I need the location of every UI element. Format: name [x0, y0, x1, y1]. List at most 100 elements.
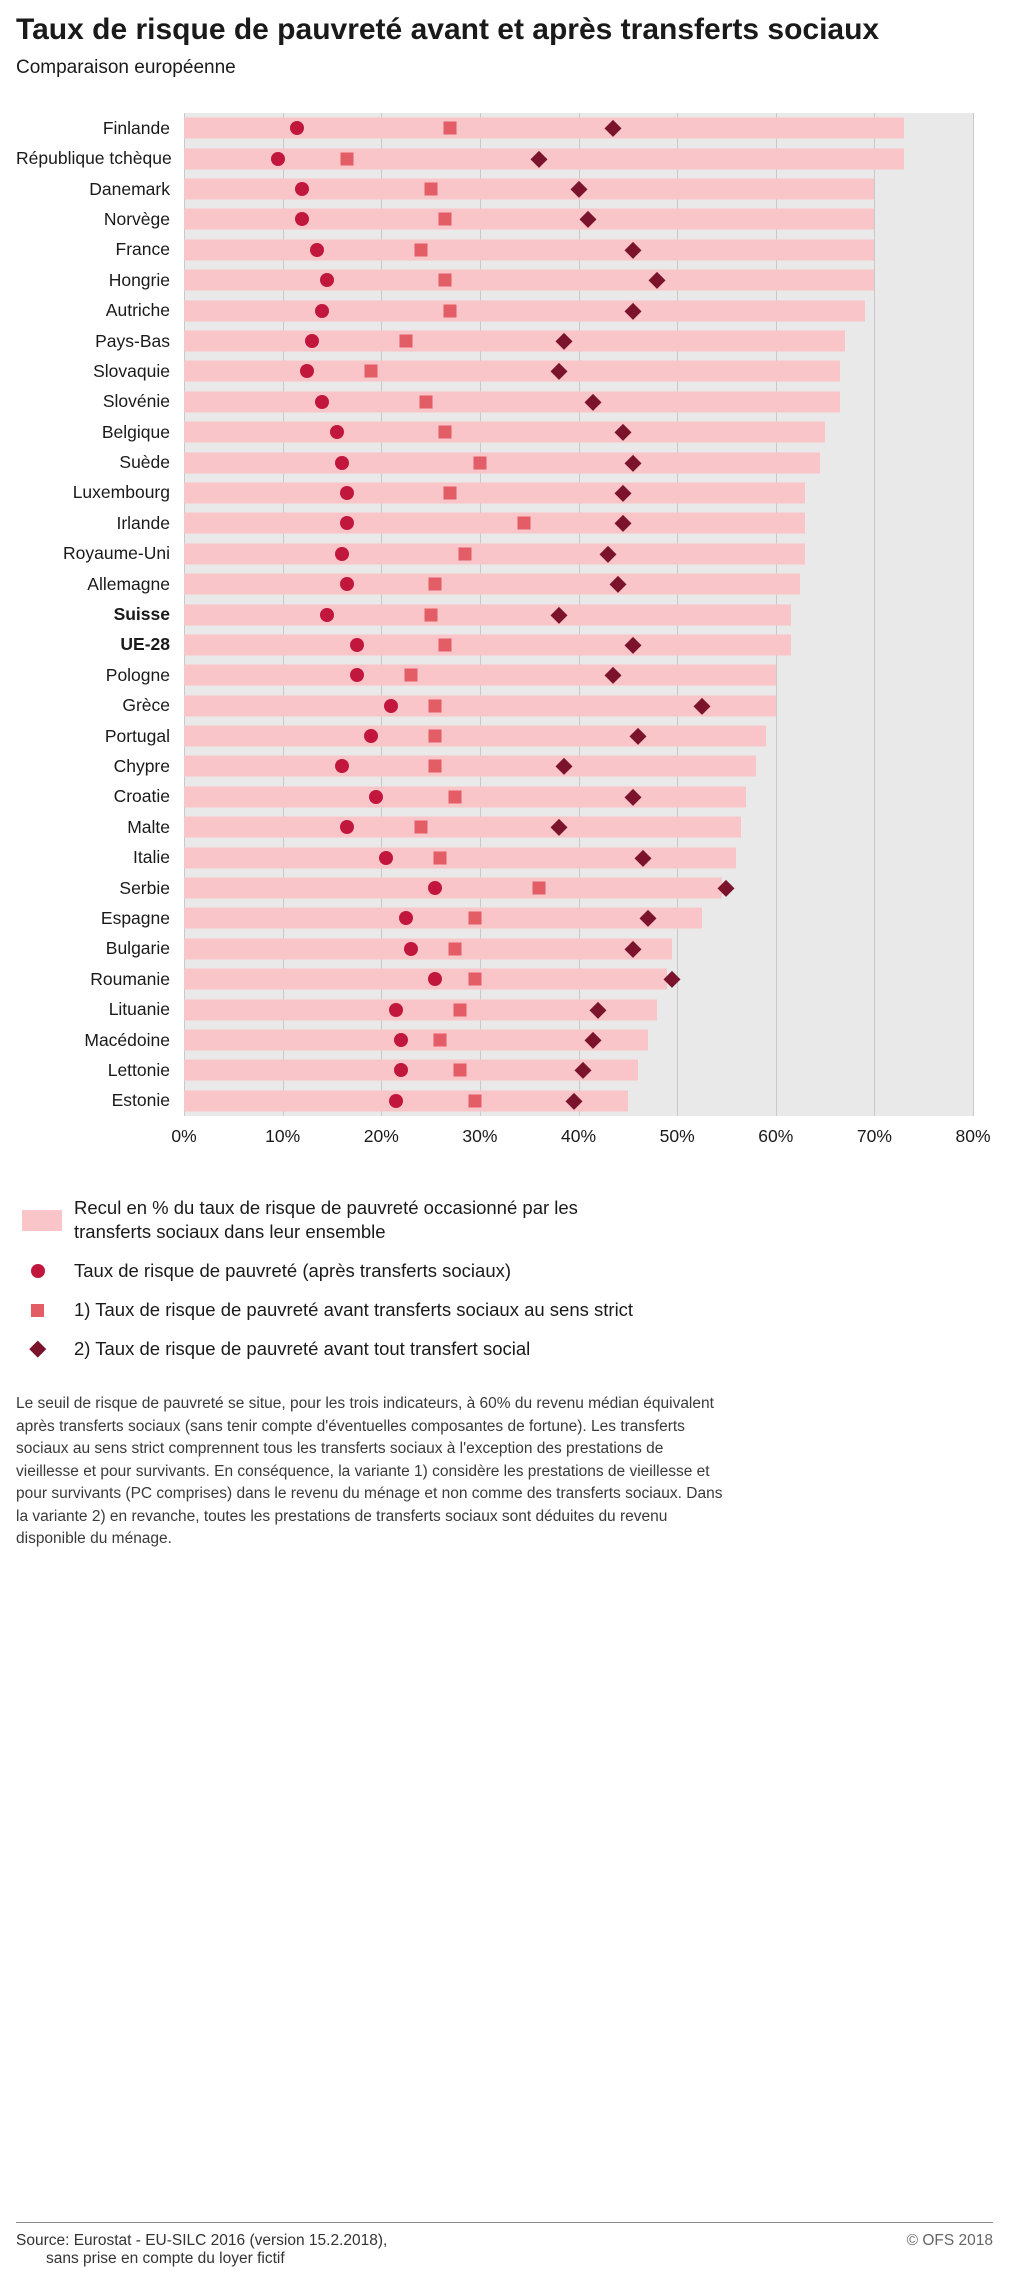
country-label: Malte — [127, 816, 170, 837]
chart-row: Allemagne — [16, 569, 973, 599]
row-track — [184, 387, 973, 417]
country-label: Luxembourg — [72, 482, 170, 503]
square-marker — [468, 911, 482, 925]
country-label: Grèce — [122, 695, 170, 716]
country-label: Serbie — [119, 877, 170, 898]
chart-row: Serbie — [16, 873, 973, 903]
country-label: Danemark — [89, 178, 170, 199]
reduction-bar — [184, 300, 865, 322]
circle-marker — [310, 242, 325, 257]
chart-row: France — [16, 235, 973, 265]
country-label: Chypre — [113, 755, 170, 776]
country-label: UE-28 — [120, 634, 170, 655]
chart-row: Malte — [16, 812, 973, 842]
source-line2: sans prise en compte du loyer fictif — [46, 2250, 285, 2267]
reduction-bar — [184, 573, 801, 595]
reduction-bar — [184, 1090, 628, 1112]
country-label: Slovaquie — [93, 360, 170, 381]
x-axis-tick-label: 30% — [462, 1125, 498, 1146]
chart-row: Espagne — [16, 903, 973, 933]
row-track — [184, 812, 973, 842]
row-track — [184, 630, 973, 660]
row-track — [184, 782, 973, 812]
square-marker — [453, 1063, 467, 1077]
chart-rows: Finlande République tchèque Danemark Norvèg… — [16, 113, 993, 1116]
circle-marker — [339, 577, 354, 592]
country-label: Italie — [133, 847, 170, 868]
reduction-bar — [184, 786, 747, 808]
square-marker — [428, 729, 442, 743]
reduction-bar — [184, 512, 806, 534]
circle-marker — [369, 789, 384, 804]
chart-row: Bulgarie — [16, 934, 973, 964]
square-marker — [453, 1003, 467, 1017]
country-label: Estonie — [111, 1090, 170, 1111]
square-marker — [473, 456, 487, 470]
square-marker — [468, 1094, 482, 1108]
x-axis-tick-label: 60% — [758, 1125, 794, 1146]
square-marker — [458, 547, 472, 561]
page-footer: Source: Eurostat - EU-SILC 2016 (version… — [16, 2222, 993, 2268]
country-label: Suisse — [113, 604, 170, 625]
circle-marker — [384, 698, 399, 713]
page-header: Taux de risque de pauvreté avant et aprè… — [16, 10, 993, 113]
diamond-marker-swatch — [29, 1341, 46, 1358]
country-label: Croatie — [113, 786, 170, 807]
circle-marker — [389, 1002, 404, 1017]
country-label: Allemagne — [87, 573, 170, 594]
chart-row: UE-28 — [16, 630, 973, 660]
chart-row: Lituanie — [16, 994, 973, 1024]
reduction-bar — [184, 968, 668, 990]
methodology-footnote: Le seuil de risque de pauvreté se situe,… — [16, 1395, 723, 1548]
x-axis-tick-label: 70% — [856, 1125, 892, 1146]
reduction-bar — [184, 755, 757, 777]
chart-row: Roumanie — [16, 964, 973, 994]
country-label: Hongrie — [108, 269, 170, 290]
row-track — [184, 964, 973, 994]
circle-marker — [389, 1093, 404, 1108]
square-marker — [438, 638, 452, 652]
chart-row: Suède — [16, 447, 973, 477]
row-track — [184, 873, 973, 903]
row-track — [184, 478, 973, 508]
reduction-bar — [184, 1059, 638, 1081]
reduction-bar — [184, 178, 875, 200]
reduction-bar — [184, 269, 875, 291]
square-marker — [448, 790, 462, 804]
chart-row: Chypre — [16, 751, 973, 781]
country-label: Portugal — [104, 725, 170, 746]
row-track — [184, 994, 973, 1024]
chart-row: République tchèque — [16, 143, 973, 173]
square-marker — [428, 699, 442, 713]
chart-row: Finlande — [16, 113, 973, 143]
circle-marker — [349, 668, 364, 683]
chart-row: Portugal — [16, 721, 973, 751]
legend-label: 1) Taux de risque de pauvreté avant tran… — [74, 1299, 634, 1321]
x-axis-tick-label: 10% — [265, 1125, 301, 1146]
circle-marker-swatch — [31, 1264, 45, 1279]
country-label: Suède — [119, 452, 170, 473]
legend-label: Taux de risque de pauvreté (après transf… — [74, 1260, 512, 1282]
chart-legend: Recul en % du taux de risque de pauvreté… — [16, 1196, 993, 1361]
circle-marker — [339, 516, 354, 531]
square-marker — [443, 121, 457, 135]
country-label: Finlande — [102, 117, 170, 138]
reduction-bar — [184, 482, 806, 504]
circle-marker — [334, 759, 349, 774]
reduction-bar — [184, 634, 791, 656]
country-label: Slovénie — [102, 391, 170, 412]
row-track — [184, 660, 973, 690]
row-track — [184, 326, 973, 356]
circle-marker — [428, 972, 443, 987]
chart-row: Pays-Bas — [16, 326, 973, 356]
country-label: Norvège — [103, 208, 170, 229]
square-marker — [414, 243, 428, 257]
reduction-bar — [184, 452, 821, 474]
circle-marker — [305, 334, 320, 349]
square-marker — [448, 942, 462, 956]
circle-marker — [334, 546, 349, 561]
legend-item-circle: Taux de risque de pauvreté (après transf… — [16, 1259, 993, 1283]
square-marker — [438, 212, 452, 226]
row-track — [184, 295, 973, 325]
row-track — [184, 842, 973, 872]
